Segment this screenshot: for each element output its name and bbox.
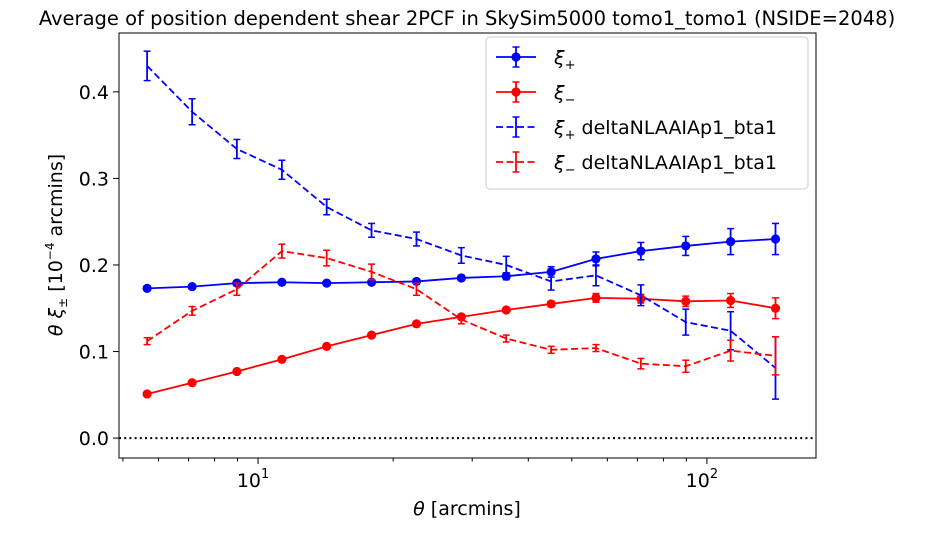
data-point [277,354,287,364]
data-point [232,366,242,377]
data-point [636,246,646,256]
y-tick-label: 0.2 [79,255,109,277]
plot-frame [118,32,817,459]
legend-box [485,36,809,190]
data-point [681,296,691,306]
data-point [142,389,152,399]
data-point [142,283,152,293]
data-point [726,237,736,247]
data-point [546,299,556,309]
data-point [546,267,556,277]
legend-marker [511,52,521,62]
data-point [501,305,511,315]
data-point [322,341,332,351]
chart-title: Average of position dependent shear 2PCF… [39,7,895,30]
x-tick-label: 102 [686,467,718,492]
y-tick-label: 0.1 [79,342,109,364]
legend-label: ξ+ deltaNLAAIAp1_bta1 [553,117,777,143]
series-3 [143,243,779,376]
legend-marker [511,87,521,97]
series-line [146,296,776,395]
series-0 [142,222,781,293]
data-point [456,273,466,283]
y-tick-label: 0.3 [79,168,109,190]
data-point [726,295,736,306]
data-point [770,234,781,244]
legend-label: ξ+ [553,47,576,73]
y-axis-label: θ ξ± [10−4 arcmins] [43,154,70,336]
y-tick-label: 0.0 [79,428,109,450]
data-point [411,319,422,329]
data-point [322,278,332,288]
x-axis-label: θ [arcmins] [413,498,521,520]
data-point [366,330,377,340]
data-point [187,378,197,388]
legend-label: ξ− [553,82,576,108]
data-point [770,303,781,313]
data-point [591,293,601,303]
data-point [591,254,601,264]
legend-label: ξ− deltaNLAAIAp1_bta1 [553,152,777,178]
plot-layer: 0.0 0.1 0.2 0.3 0.4 101 102 ξ+ ξ− ξ+ deltaNLAAIAp… [79,32,817,492]
y-tick-label: 0.4 [79,82,109,104]
series-line [146,250,776,368]
x-tick-label: 101 [237,467,269,492]
legend: ξ+ ξ− ξ+ deltaNLAAIAp1_bta1 ξ− deltaNLAAIAp… [485,36,809,190]
data-point [277,277,287,287]
data-point [187,282,197,292]
data-point [681,241,691,251]
